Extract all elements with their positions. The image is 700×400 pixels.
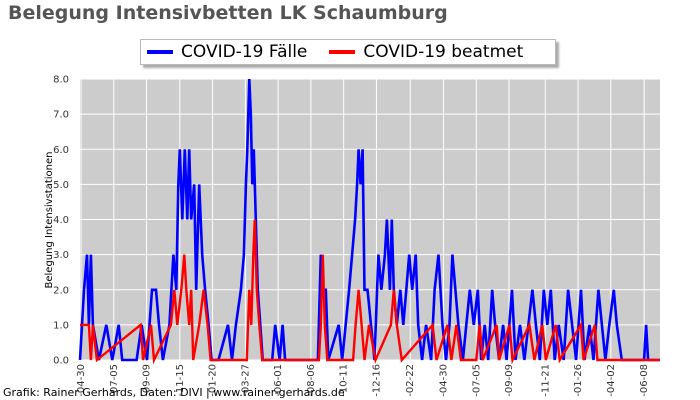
series-line-faelle xyxy=(78,78,660,362)
series-line-beatmet xyxy=(80,219,660,365)
series-group xyxy=(78,78,660,365)
x-tick-label: -08-06 xyxy=(306,364,317,397)
legend-item-faelle: COVID-19 Fälle xyxy=(147,42,307,62)
legend-label-faelle: COVID-19 Fälle xyxy=(181,42,308,62)
x-tick-label: -07-05 xyxy=(109,364,120,397)
legend-swatch-faelle xyxy=(147,50,173,54)
y-tick-label: 4.0 xyxy=(53,215,69,226)
x-tick-label: -01-20 xyxy=(208,364,219,397)
x-tick-label: -06-01 xyxy=(273,364,284,397)
y-tick-label: 8.0 xyxy=(53,75,69,86)
x-tick-label: -02-22 xyxy=(405,364,416,397)
x-tick-label: -11-21 xyxy=(540,364,551,397)
legend-label-beatmet: COVID-19 beatmet xyxy=(363,42,524,62)
x-tick-label: -11-15 xyxy=(175,364,186,397)
y-tick-label: 1.0 xyxy=(53,320,69,331)
y-tick-label: 7.0 xyxy=(53,110,69,121)
legend-swatch-beatmet xyxy=(329,50,356,54)
chart-title: Belegung Intensivbetten LK Schaumburg xyxy=(8,2,448,24)
y-tick-label: 3.0 xyxy=(53,250,69,261)
legend-item-beatmet: COVID-19 beatmet xyxy=(329,42,523,62)
x-tick-label: -03-27 xyxy=(240,364,251,397)
y-tick-label: 0.0 xyxy=(53,356,69,367)
x-tick-label: -07-05 xyxy=(471,364,482,397)
x-tick-label: -10-11 xyxy=(339,364,350,397)
x-axis: -04-30 -07-05 -09-09 -11-15 -01-20 -03-27 -06-… xyxy=(76,364,650,397)
x-tick-label: -12-16 xyxy=(371,364,382,397)
x-tick-label: -04-30 xyxy=(438,364,449,397)
x-tick-label: -09-09 xyxy=(504,364,515,397)
y-axis-label: Belegung Intensivstationen xyxy=(44,151,55,288)
y-axis: 0.0 1.0 2.0 3.0 4.0 5.0 6.0 7.0 8.0 xyxy=(53,75,69,367)
y-tick-label: 6.0 xyxy=(53,145,69,156)
x-tick-label: -09-09 xyxy=(142,364,153,397)
y-tick-label: 5.0 xyxy=(53,180,69,191)
y-tick-label: 2.0 xyxy=(53,285,69,296)
legend: COVID-19 Fälle COVID-19 beatmet xyxy=(140,39,556,65)
x-tick-label: -01-26 xyxy=(573,364,584,397)
x-tick-label: -04-02 xyxy=(606,364,617,397)
x-tick-label: -06-08 xyxy=(639,364,650,397)
x-tick-label: -04-30 xyxy=(76,364,87,397)
footer-credit: Grafik: Rainer Gerhards, Daten: DIVI | w… xyxy=(3,386,345,399)
